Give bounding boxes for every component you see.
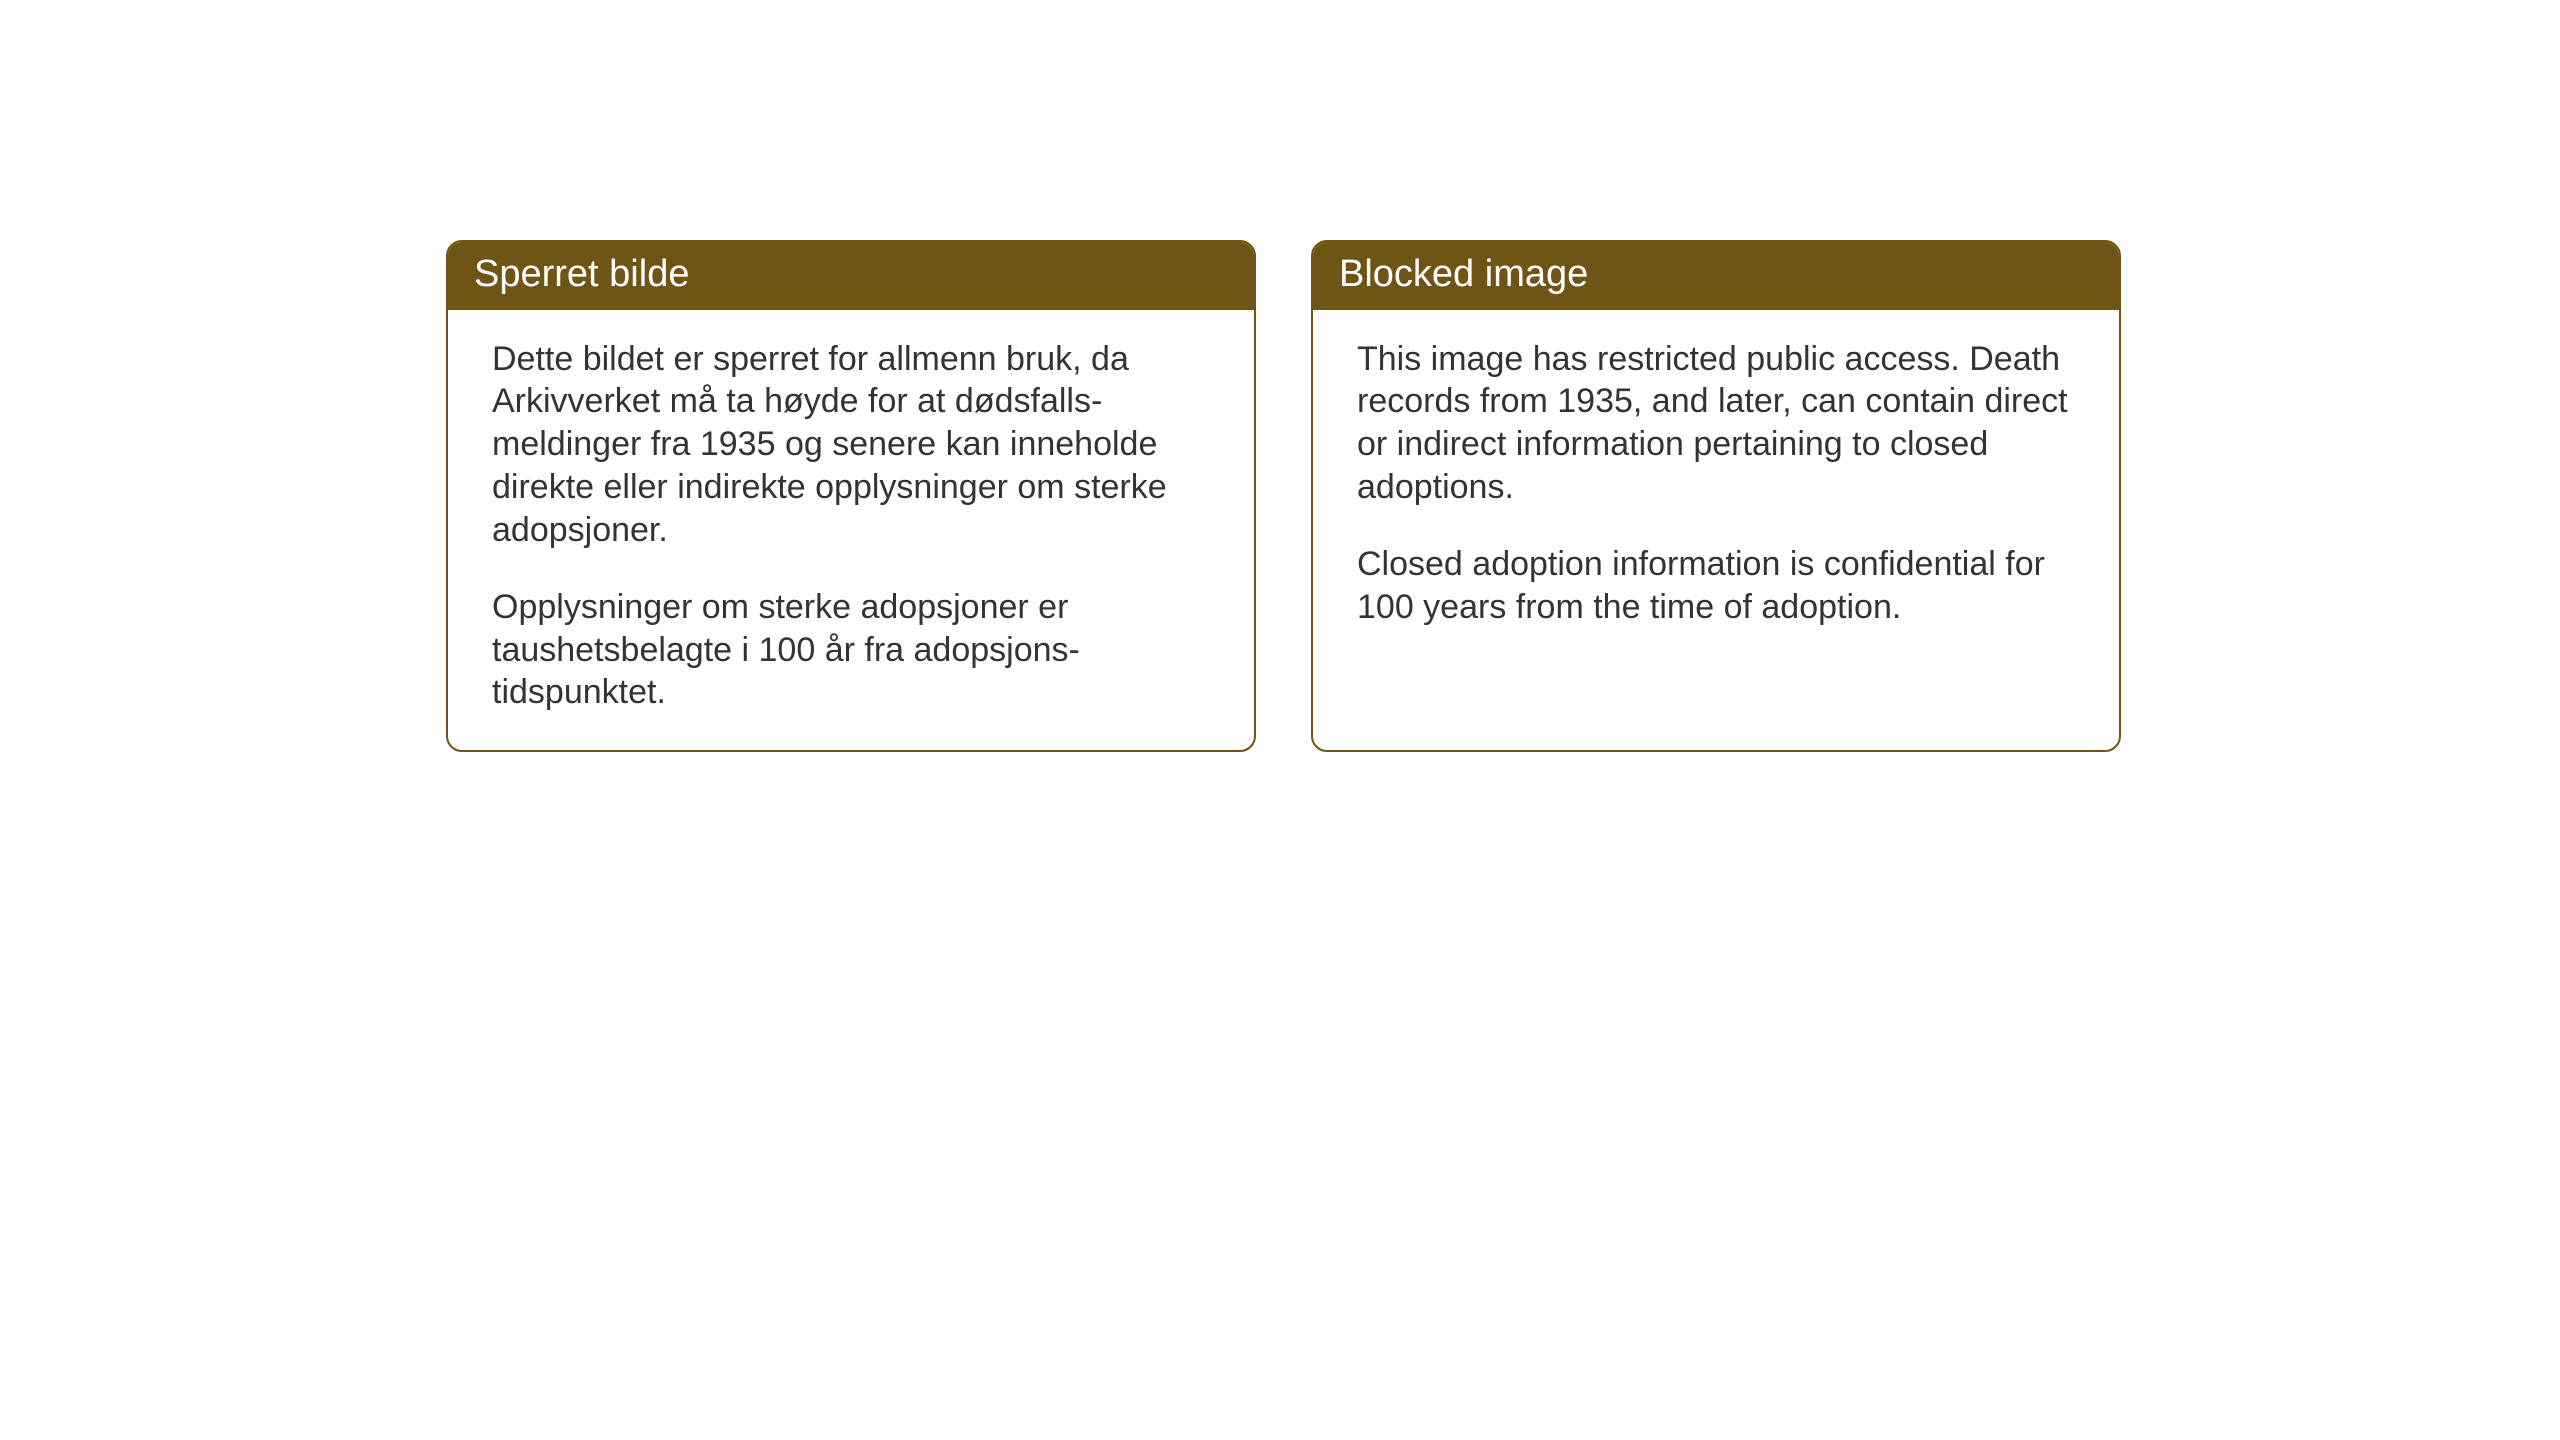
notice-paragraph: Opplysninger om sterke adopsjoner er tau… bbox=[492, 586, 1210, 714]
notice-paragraph: Closed adoption information is confident… bbox=[1357, 543, 2075, 629]
notice-paragraph: Dette bildet er sperret for allmenn bruk… bbox=[492, 338, 1210, 552]
notice-header-english: Blocked image bbox=[1313, 242, 2119, 310]
notice-body-norwegian: Dette bildet er sperret for allmenn bruk… bbox=[448, 310, 1254, 751]
notice-header-norwegian: Sperret bilde bbox=[448, 242, 1254, 310]
notice-box-english: Blocked image This image has restricted … bbox=[1311, 240, 2121, 752]
notice-container: Sperret bilde Dette bildet er sperret fo… bbox=[446, 240, 2121, 752]
notice-body-english: This image has restricted public access.… bbox=[1313, 310, 2119, 751]
notice-paragraph: This image has restricted public access.… bbox=[1357, 338, 2075, 509]
notice-box-norwegian: Sperret bilde Dette bildet er sperret fo… bbox=[446, 240, 1256, 752]
